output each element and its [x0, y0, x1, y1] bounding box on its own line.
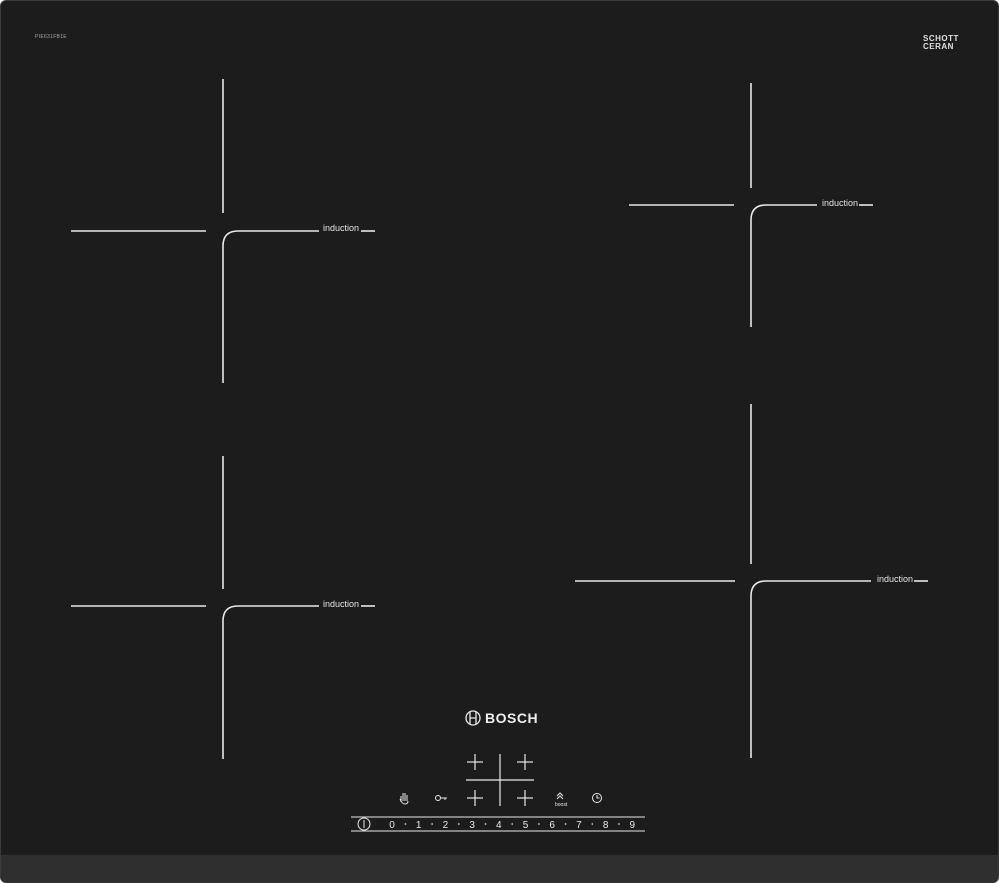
zone-label: induction: [323, 223, 360, 233]
power-level-5[interactable]: 5: [523, 820, 529, 831]
zone-selector[interactable]: [466, 754, 534, 806]
power-button-icon[interactable]: [357, 817, 371, 831]
power-level-7[interactable]: 7: [576, 820, 582, 831]
zone-select-cross-icon: [517, 754, 533, 770]
bosch-logo-icon: [465, 710, 481, 726]
zone-select-cross-icon: [517, 790, 533, 806]
level-dot: [484, 823, 487, 825]
level-dot: [591, 823, 594, 825]
model-code: PIE631FB1E: [35, 34, 67, 40]
power-level-9[interactable]: 9: [630, 820, 636, 831]
child-lock-hand-icon[interactable]: [399, 793, 409, 805]
level-dot: [431, 823, 433, 825]
schott-ceran-logo: SCHOTT CERAN: [923, 34, 959, 51]
power-level-3[interactable]: 3: [469, 820, 475, 831]
level-dot: [457, 823, 460, 825]
power-level-1[interactable]: 1: [416, 820, 422, 831]
zone-top-right-marking: [629, 83, 873, 327]
level-dot: [564, 823, 567, 825]
zone-label: induction: [877, 574, 914, 584]
level-dot: [538, 823, 540, 825]
brand-logo: BOSCH: [485, 710, 539, 726]
boost-icon[interactable]: [556, 792, 564, 800]
level-dot: [618, 823, 620, 825]
zone-label: induction: [822, 198, 859, 208]
zone-select-cross-icon: [467, 754, 483, 770]
power-slider[interactable]: [351, 816, 645, 832]
zone-bottom-right-marking: [575, 404, 928, 758]
zone-front-left-marking: [71, 79, 375, 383]
power-level-6[interactable]: 6: [549, 820, 555, 831]
power-level-2[interactable]: 2: [443, 820, 449, 831]
timer-icon[interactable]: [592, 793, 602, 803]
zone-select-cross-icon: [467, 790, 483, 806]
zone-rear-left-marking: [71, 456, 375, 759]
level-dot: [404, 823, 407, 825]
frame-edge: [1, 855, 998, 882]
power-level-8[interactable]: 8: [603, 820, 609, 831]
power-level-0[interactable]: 0: [389, 820, 395, 831]
key-lock-icon[interactable]: [435, 795, 448, 801]
power-level-4[interactable]: 4: [496, 820, 502, 831]
zone-label: induction: [323, 599, 360, 609]
boost-label: boost: [555, 802, 568, 808]
level-dot: [511, 823, 514, 825]
